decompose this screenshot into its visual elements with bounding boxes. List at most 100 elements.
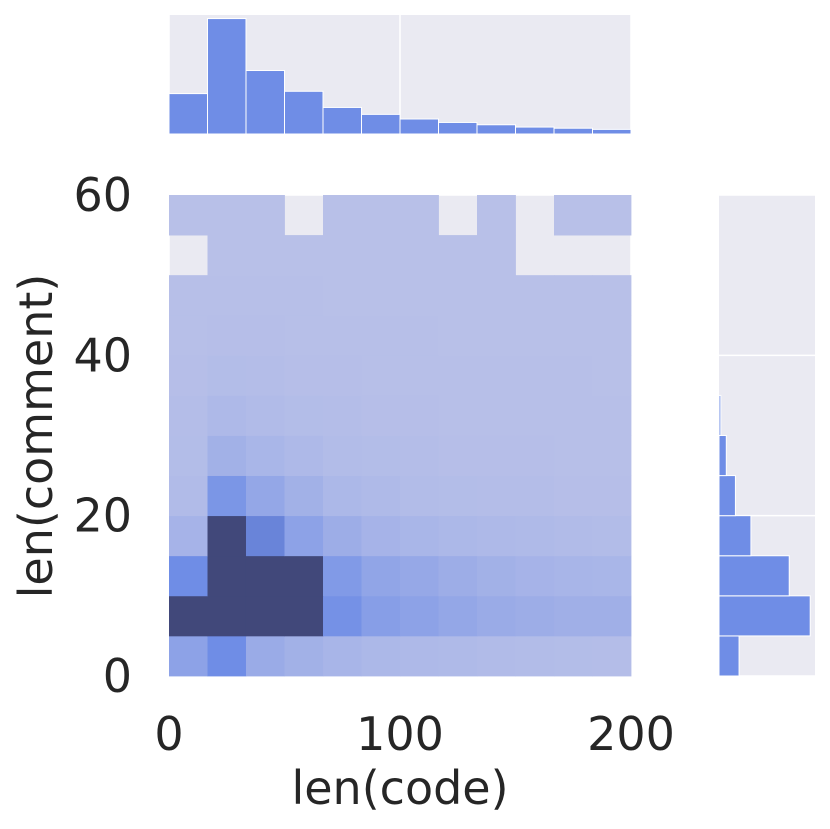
heatmap-cell-r11-c8 — [476, 195, 516, 236]
heatmap-cell-r4-c9 — [515, 475, 555, 517]
heatmap-cell-r7-c6 — [400, 355, 439, 396]
heatmap-cell-r8-c8 — [476, 315, 516, 356]
heatmap-cell-r7-c8 — [476, 355, 516, 396]
marginal-x-bar-6 — [399, 118, 440, 135]
heatmap-cell-r5-c0 — [169, 435, 208, 476]
heatmap-cell-r9-c6 — [400, 275, 439, 316]
heatmap-cell-r6-c1 — [207, 395, 247, 436]
marginal-x-bars — [168, 18, 632, 135]
heatmap-cell-r11-c0 — [169, 195, 208, 236]
heatmap-cell-r10-c2 — [245, 235, 285, 276]
heatmap-cell-r4-c1 — [207, 475, 247, 517]
heatmap-cell-r9-c4 — [323, 275, 362, 316]
heatmap-cell-r10-c1 — [207, 235, 247, 276]
heatmap-cell-r10-c6 — [400, 235, 439, 276]
heatmap-cell-r6-c2 — [245, 395, 285, 436]
x-tick-label-0: 0 — [154, 707, 183, 761]
heatmap-cell-r8-c6 — [400, 315, 439, 356]
heatmap-cell-r5-c9 — [515, 435, 555, 476]
heatmap-cell-r3-c4 — [323, 515, 362, 557]
heatmap-cell-r1-c4 — [323, 595, 362, 637]
heatmap-cell-r1-c3 — [284, 595, 324, 637]
heatmap-cell-r0-c2 — [245, 635, 285, 677]
heatmap-cell-r1-c6 — [400, 595, 439, 637]
heatmap-cell-r5-c10 — [554, 435, 593, 476]
heatmap-cells — [169, 195, 632, 677]
heatmap-cell-r7-c5 — [361, 355, 401, 396]
marginal-x-bar-8 — [476, 124, 517, 135]
heatmap-cell-r9-c5 — [361, 275, 401, 316]
marginal-x-bar-10 — [553, 127, 593, 135]
marginal-x-bar-1 — [207, 18, 247, 135]
heatmap-cell-r6-c8 — [476, 395, 516, 436]
heatmap-cell-r0-c6 — [400, 635, 439, 677]
heatmap-cell-r4-c11 — [592, 475, 632, 517]
x-tick-label-1: 100 — [356, 707, 444, 761]
heatmap-cell-r0-c5 — [361, 635, 401, 677]
heatmap-cell-r7-c10 — [554, 355, 593, 396]
marginal-x-bar-7 — [438, 121, 478, 135]
heatmap-cell-r7-c7 — [438, 355, 478, 396]
heatmap-cell-r9-c8 — [476, 275, 516, 316]
heatmap-cell-r3-c7 — [438, 515, 478, 557]
marginal-x-bar-9 — [515, 126, 555, 135]
heatmap-cell-r3-c2 — [245, 515, 285, 557]
marginal-y-bar-6 — [718, 394, 722, 436]
heatmap-cell-r8-c0 — [169, 315, 208, 356]
heatmap-cell-r6-c9 — [515, 395, 555, 436]
heatmap-cell-r1-c8 — [476, 595, 516, 637]
heatmap-cell-r11-c4 — [323, 195, 362, 236]
heatmap-cell-r6-c3 — [284, 395, 324, 436]
heatmap-cell-r3-c6 — [400, 515, 439, 557]
heatmap-cell-r4-c4 — [323, 475, 362, 517]
heatmap-cell-r0-c10 — [554, 635, 593, 677]
marginal-x-histogram — [168, 15, 632, 135]
heatmap-cell-r7-c1 — [207, 355, 247, 396]
marginal-x-bar-11 — [591, 128, 632, 135]
heatmap-cell-r10-c8 — [476, 235, 516, 276]
y-tick-labels: 0 20 40 60 — [73, 168, 132, 703]
heatmap-cell-r7-c9 — [515, 355, 555, 396]
heatmap-cell-r11-c5 — [361, 195, 401, 236]
heatmap-cell-r7-c2 — [245, 355, 285, 396]
marginal-y-bar-4 — [718, 475, 736, 517]
heatmap-cell-r5-c7 — [438, 435, 478, 476]
heatmap-cell-r5-c8 — [476, 435, 516, 476]
heatmap-cell-r4-c2 — [245, 475, 285, 517]
heatmap-cell-r4-c5 — [361, 475, 401, 517]
heatmap-cell-r9-c10 — [554, 275, 593, 316]
heatmap-cell-r4-c7 — [438, 475, 478, 517]
marginal-y-bars — [718, 394, 811, 677]
heatmap-cell-r3-c10 — [554, 515, 593, 557]
heatmap-cell-r0-c9 — [515, 635, 555, 677]
heatmap-cell-r1-c0 — [169, 595, 208, 637]
heatmap-cell-r5-c5 — [361, 435, 401, 476]
heatmap-cell-r10-c5 — [361, 235, 401, 276]
heatmap-cell-r7-c4 — [323, 355, 362, 396]
heatmap-cell-r3-c1 — [207, 515, 247, 557]
heatmap-cell-r0-c4 — [323, 635, 362, 677]
heatmap-cell-r11-c1 — [207, 195, 247, 236]
heatmap-cell-r1-c10 — [554, 595, 593, 637]
heatmap-cell-r0-c7 — [438, 635, 478, 677]
heatmap-cell-r2-c10 — [554, 555, 593, 597]
heatmap-cell-r11-c6 — [400, 195, 439, 236]
heatmap-cell-r8-c3 — [284, 315, 324, 356]
heatmap-cell-r1-c9 — [515, 595, 555, 637]
x-tick-label-2: 200 — [587, 707, 675, 761]
heatmap-cell-r11-c11 — [592, 195, 632, 236]
heatmap-cell-r6-c11 — [592, 395, 632, 436]
heatmap-cell-r2-c4 — [323, 555, 362, 597]
heatmap-cell-r5-c6 — [400, 435, 439, 476]
heatmap-cell-r2-c0 — [169, 555, 208, 597]
heatmap-cell-r2-c9 — [515, 555, 555, 597]
heatmap-cell-r6-c5 — [361, 395, 401, 436]
heatmap-cell-r10-c7 — [438, 235, 478, 276]
heatmap-cell-r6-c7 — [438, 395, 478, 436]
heatmap-cell-r5-c3 — [284, 435, 324, 476]
heatmap-cell-r7-c0 — [169, 355, 208, 396]
heatmap-cell-r4-c8 — [476, 475, 516, 517]
marginal-x-bar-0 — [168, 93, 209, 135]
heatmap-cell-r3-c8 — [476, 515, 516, 557]
marginal-x-bar-4 — [322, 106, 362, 135]
